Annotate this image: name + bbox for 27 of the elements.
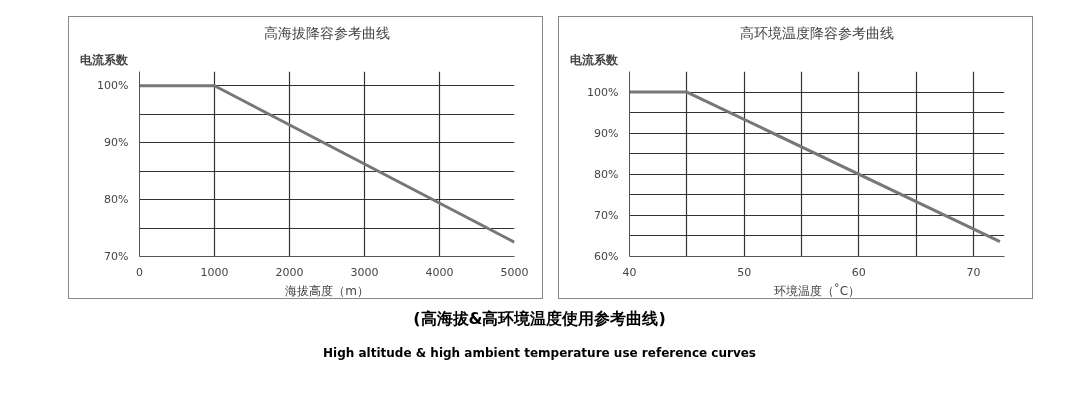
x-tick-label: 0 — [136, 265, 143, 279]
x-tick-label: 50 — [737, 265, 752, 279]
y-tick-label: 80% — [594, 167, 619, 181]
y-tick-label: 60% — [594, 250, 619, 263]
y-tick-label: 90% — [594, 126, 619, 140]
y-axis-title: 电流系数 — [569, 52, 619, 67]
y-tick-label: 90% — [104, 136, 129, 150]
x-tick-label: 40 — [622, 265, 637, 279]
y-axis-title: 电流系数 — [79, 52, 129, 67]
chart-title: 高海拔降容参考曲线 — [264, 24, 390, 41]
y-tick-label: 70% — [594, 208, 619, 222]
x-tick-label: 3000 — [350, 265, 379, 279]
x-tick-label: 60 — [851, 265, 866, 279]
x-tick-label: 5000 — [500, 265, 529, 279]
x-tick-label: 70 — [966, 265, 981, 279]
x-tick-label: 4000 — [425, 265, 454, 279]
y-tick-label: 80% — [104, 193, 129, 207]
text: (高海拔&高环境温度使用参考曲线) — [413, 308, 666, 330]
x-tick-label: 1000 — [200, 265, 229, 279]
chart-title: 高环境温度降容参考曲线 — [740, 24, 894, 41]
x-axis-title: 海拔高度（m） — [285, 283, 369, 298]
text: High altitude & high ambient temperature use reference curves — [323, 344, 756, 362]
y-tick-label: 100% — [97, 79, 129, 93]
y-tick-label: 70% — [104, 250, 129, 263]
x-tick-label: 2000 — [275, 265, 304, 279]
x-axis-title: 环境温度（˚C） — [773, 282, 861, 298]
y-tick-label: 100% — [587, 85, 619, 99]
